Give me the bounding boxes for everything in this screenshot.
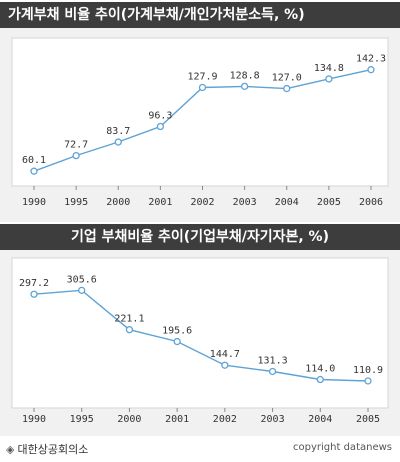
chart2-data-label: 221.1 <box>114 314 144 325</box>
chart1-data-label: 128.8 <box>230 70 260 81</box>
source-note: ◈ 대한상공회의소 <box>6 441 88 457</box>
chart1-data-label: 142.3 <box>356 54 386 65</box>
chart2-x-tick-label: 2004 <box>308 414 332 425</box>
chart2-data-label: 297.2 <box>19 278 49 289</box>
chart2-point <box>125 326 134 334</box>
chart1-point <box>198 83 207 92</box>
chart2-corporate-debt: 297.2 1990 305.6 1995 221.1 2000 195.6 2001 144.… <box>11 257 389 425</box>
chart1-plot-area <box>11 37 389 187</box>
chart1-panel: 60.1 1990 72.7 1995 83.7 2000 96.3 2001 127.9 200… <box>0 28 400 222</box>
chart1-x-tick-label: 2002 <box>190 197 214 208</box>
chart1-x-tick-label: 2000 <box>106 197 130 208</box>
chart2-panel: 297.2 1990 305.6 1995 221.1 2000 195.6 2001 144.… <box>0 250 400 436</box>
footer: ◈ 대한상공회의소 copyright datanews <box>0 436 400 462</box>
chart2-series-line <box>33 289 369 382</box>
chart1-x-tick-label: 1990 <box>22 197 46 208</box>
chart2-x-tick-label: 2002 <box>213 414 237 425</box>
chart1-x-tick-label: 2006 <box>359 197 383 208</box>
chart1-title: 가계부채 비율 추이(가계부채/개인가처분소득, %) <box>0 2 400 28</box>
chart2-x-tick-label: 2003 <box>261 414 285 425</box>
chart1-x-tick-label: 1995 <box>64 197 88 208</box>
chart1-point <box>156 122 165 131</box>
chart2-point <box>316 375 324 384</box>
chart1-point <box>30 167 38 175</box>
chart1-data-label: 60.1 <box>22 155 46 166</box>
chart2-point <box>364 377 372 385</box>
chart1-point <box>240 82 249 91</box>
chart2-x-tick-label: 2001 <box>165 414 189 425</box>
chart2-data-label: 195.6 <box>162 326 192 337</box>
chart1-point <box>72 151 80 160</box>
chart1-household-debt: 60.1 1990 72.7 1995 83.7 2000 96.3 2001 127.9 200… <box>11 37 389 208</box>
chart1-x-tick-label: 2001 <box>148 197 172 208</box>
chart1-point <box>114 138 122 146</box>
chart2-data-label: 131.3 <box>258 355 288 366</box>
chart2-data-label: 114.0 <box>305 364 335 375</box>
chart2-point <box>173 337 181 346</box>
chart2-x-tick-label: 1990 <box>22 414 46 425</box>
chart1-point <box>325 75 333 83</box>
chart1-data-label: 83.7 <box>106 126 130 137</box>
chart1-point <box>367 66 375 74</box>
chart2-x-tick-label: 1995 <box>70 414 94 425</box>
chart1-x-tick-label: 2005 <box>317 197 341 208</box>
chart2-data-label: 110.9 <box>353 365 383 376</box>
chart1-data-label: 72.7 <box>64 140 88 151</box>
chart1-data-label: 127.9 <box>187 71 217 82</box>
chart2-plot-area <box>11 257 389 409</box>
chart2-point <box>30 290 38 298</box>
chart2-point <box>78 286 86 294</box>
copyright-credit: copyright datanews <box>293 442 392 453</box>
chart1-data-label: 134.8 <box>314 63 344 74</box>
chart1-point <box>283 84 291 93</box>
chart2-point <box>221 361 229 369</box>
diamond-bullet-icon: ◈ <box>6 443 15 456</box>
chart1-data-label: 127.0 <box>272 73 302 84</box>
chart1-data-label: 96.3 <box>148 110 172 121</box>
chart2-title: 기업 부채비율 추이(기업부채/자기자본, %) <box>0 224 400 250</box>
chart2-data-label: 144.7 <box>210 349 240 360</box>
chart1-x-tick-label: 2004 <box>275 197 299 208</box>
source-label: 대한상공회의소 <box>17 443 89 456</box>
chart2-x-tick-label: 2005 <box>356 414 380 425</box>
chart2-x-tick-label: 2000 <box>117 414 141 425</box>
chart2-point <box>268 367 277 376</box>
chart1-x-tick-label: 2003 <box>233 197 257 208</box>
chart2-data-label: 305.6 <box>67 274 97 285</box>
